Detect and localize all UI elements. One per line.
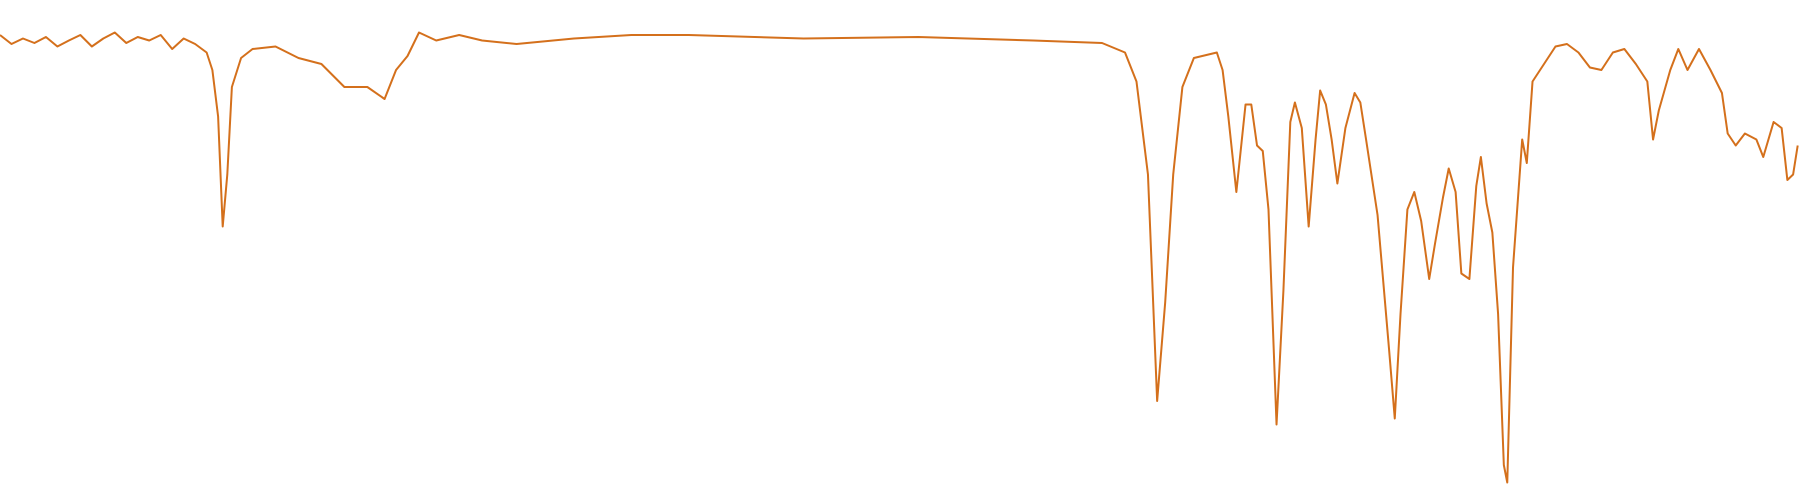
spectrum-line: [0, 31, 1799, 484]
